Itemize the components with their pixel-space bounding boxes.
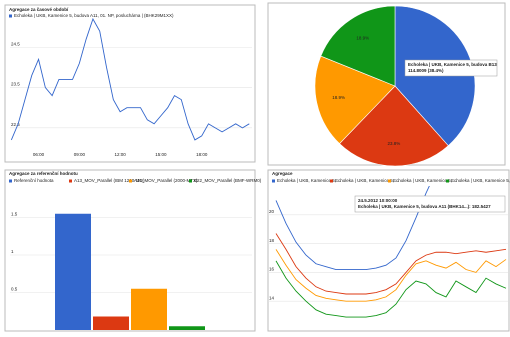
panel (4, 169, 256, 332)
x-tick-label: 15:00 (155, 152, 167, 157)
pie-slice (339, 85, 449, 167)
y-tick-label: 18 (269, 238, 275, 243)
x-tick-label: 09:00 (74, 152, 86, 157)
bar (55, 213, 91, 330)
legend-swatch (189, 179, 192, 183)
bar (131, 288, 167, 330)
legend-label: B22_MOV_Parallel (BMF-WRM0) (194, 178, 262, 183)
legend-label: A15_MOV_Parallel (2000-MTX) (134, 178, 198, 183)
legend-swatch (446, 179, 449, 183)
legend-label: Echoleka | UKB, Kamenice 5, ... (335, 178, 399, 183)
legend-label: A13_MOV_Parallel (IBM 1210-MO) (74, 178, 145, 183)
legend-swatch (9, 179, 12, 183)
y-tick-label: 20 (269, 209, 275, 214)
tooltip (354, 195, 506, 213)
line-series (275, 249, 507, 302)
slice-label: 18.9% (356, 35, 369, 40)
y-tick-label: 24.5 (11, 41, 20, 46)
y-tick-label: 22.5 (11, 122, 20, 127)
line-series (275, 260, 507, 318)
tooltip-text: 24.5.2012 10:00:00 (358, 198, 398, 203)
slice-label: 18.9% (332, 95, 345, 100)
legend-label: Echoleka | UKB, Kamenice 5, ... (277, 178, 341, 183)
y-tick-label: 23.5 (11, 82, 20, 87)
y-tick-label: 0.5 (11, 287, 18, 292)
y-tick-label: 14 (269, 295, 275, 300)
y-tick-label: 1 (11, 249, 14, 254)
legend-swatch (272, 179, 275, 183)
chart-title: Agregace za referenční hodnotu (9, 171, 78, 176)
legend-label: Echoleka | UKB, Kamenice 5, ... (393, 178, 457, 183)
chart-title: Agregace za časové období (9, 7, 69, 12)
panel (4, 4, 256, 163)
tooltip (404, 59, 498, 77)
chart-title: Agregace (272, 171, 293, 176)
legend-label: Echoleka | UKB, Kamenice 5, ... (451, 178, 510, 183)
line-series (275, 186, 430, 270)
tooltip-text: Echoleka | UKB, Kamenice 5, budova A11 (… (358, 204, 491, 209)
tooltip-text: Echoleka | UKB, Kamenice 5, budova B13 (408, 62, 497, 67)
tooltip-text: 114.8009 (38.4%) (408, 68, 444, 73)
y-tick-label: 16 (269, 267, 275, 272)
legend-swatch (129, 179, 132, 183)
pie-slice (320, 5, 396, 87)
slice-label: 23.8% (388, 141, 401, 146)
legend-swatch (330, 179, 333, 183)
line-series (275, 233, 507, 295)
legend-swatch (69, 179, 72, 183)
bar (93, 316, 129, 330)
y-tick-label: 1.5 (11, 212, 18, 217)
legend-swatch (388, 179, 391, 183)
x-tick-label: 12:00 (114, 152, 126, 157)
bar (169, 326, 205, 330)
legend-swatch (9, 14, 12, 18)
legend-label: Echoleka | UKB, Kamenice 5, budova A11, … (14, 13, 174, 18)
panel (267, 169, 510, 332)
x-tick-label: 06:00 (33, 152, 45, 157)
legend-label: Referenční hodnota (14, 178, 54, 183)
line-series (10, 17, 250, 141)
x-tick-label: 18:00 (196, 152, 208, 157)
